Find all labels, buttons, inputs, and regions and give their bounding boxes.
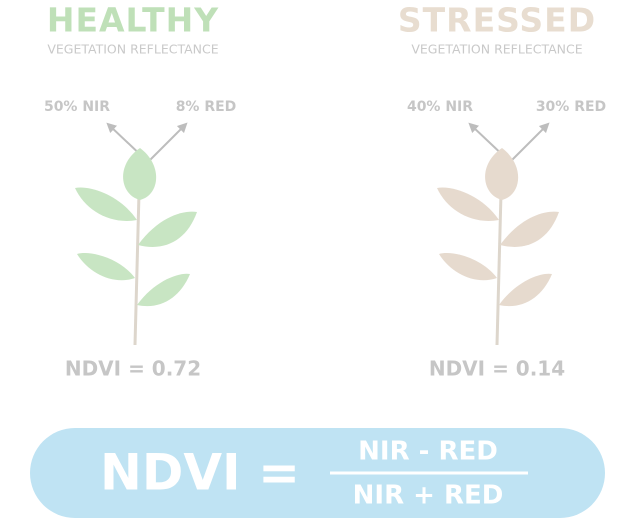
- ndvi-value: NDVI = 0.72: [65, 357, 201, 381]
- formula-left: NDVI =: [100, 444, 300, 502]
- plant-icon: [73, 146, 199, 347]
- red-label: 30% RED: [536, 99, 606, 115]
- formula-denominator: NIR + RED: [353, 481, 504, 511]
- formula-background: [30, 428, 605, 518]
- panel-title: STRESSED: [398, 1, 596, 40]
- formula-box: NDVI = NIR - RED NIR + RED: [30, 428, 605, 518]
- formula-numerator: NIR - RED: [358, 437, 498, 467]
- plant-icon: [435, 146, 561, 347]
- panel-subtitle: VEGETATION REFLECTANCE: [411, 42, 582, 57]
- panel-subtitle: VEGETATION REFLECTANCE: [47, 42, 218, 57]
- red-label: 8% RED: [176, 99, 237, 115]
- healthy-panel: HEALTHY VEGETATION REFLECTANCE 50% NIR 8…: [44, 1, 236, 381]
- ndvi-value: NDVI = 0.14: [429, 357, 565, 381]
- nir-label: 40% NIR: [407, 99, 473, 115]
- stressed-panel: STRESSED VEGETATION REFLECTANCE 40% NIR …: [398, 1, 606, 381]
- nir-label: 50% NIR: [44, 99, 110, 115]
- panel-title: HEALTHY: [47, 1, 219, 40]
